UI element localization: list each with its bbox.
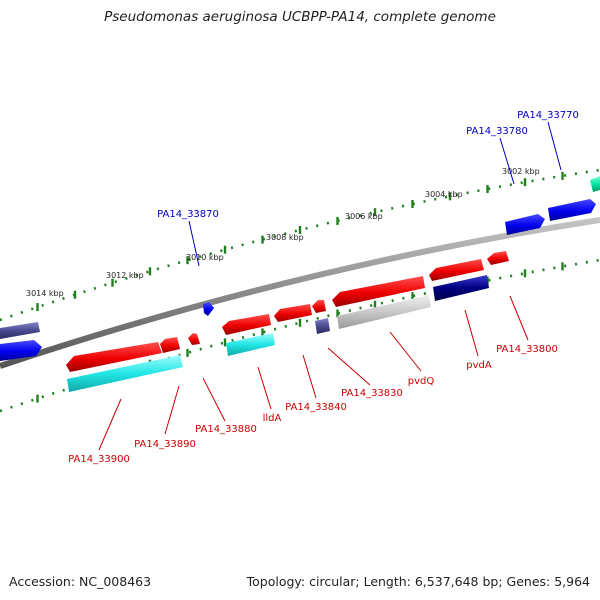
reverse-strand-genes <box>66 251 509 392</box>
gene-label: pvdQ <box>408 376 435 387</box>
gene-label: PA14_33840 <box>285 402 347 413</box>
label-leader <box>98 398 122 451</box>
label-leader <box>188 220 200 267</box>
gene-arrow[interactable] <box>429 259 484 281</box>
kbp-label: 3002 kbp <box>502 167 540 176</box>
kbp-label: 3006 kbp <box>345 212 383 221</box>
gene-label: pvdA <box>466 360 492 371</box>
gene-arrow[interactable] <box>548 199 596 221</box>
accession-text: Accession: NC_008463 <box>9 574 152 589</box>
upper-tick-row <box>0 168 600 322</box>
label-leader <box>499 137 515 185</box>
gene-label: PA14_33870 <box>157 209 219 220</box>
genome-backbone <box>0 217 600 369</box>
gene-arrow[interactable] <box>590 176 600 192</box>
gene-arrow[interactable] <box>67 355 183 392</box>
gene-label: PA14_33770 <box>517 110 579 121</box>
label-leader <box>327 347 371 386</box>
gene-arrow[interactable] <box>0 340 42 361</box>
kbp-label: 3012 kbp <box>106 271 144 280</box>
gene-arrow[interactable] <box>160 337 180 353</box>
label-leader <box>164 385 180 435</box>
label-leader <box>509 295 529 341</box>
label-leader <box>547 121 562 171</box>
gene-arrow[interactable] <box>315 318 330 334</box>
gene-arrow[interactable] <box>433 275 489 301</box>
label-leader <box>302 354 317 399</box>
gene-arrow[interactable] <box>332 276 425 307</box>
gene-arrow[interactable] <box>312 300 326 313</box>
gene-arrow[interactable] <box>274 304 312 322</box>
map-title: Pseudomonas aeruginosa UCBPP-PA14, compl… <box>104 9 496 25</box>
gene-label: PA14_33880 <box>195 424 257 435</box>
gene-label: PA14_33780 <box>466 126 528 137</box>
gene-arrow[interactable] <box>222 314 271 335</box>
label-leader <box>389 331 422 372</box>
gene-label: PA14_33800 <box>496 344 558 355</box>
forward-strand-genes <box>0 176 600 361</box>
topology-text: Topology: circular; Length: 6,537,648 bp… <box>246 574 590 589</box>
kbp-label: 3014 kbp <box>26 289 64 298</box>
gene-label: lldA <box>263 413 282 424</box>
gene-arrow[interactable] <box>487 251 509 265</box>
gene-label: PA14_33900 <box>68 454 130 465</box>
gene-arrow[interactable] <box>337 295 431 329</box>
label-leader <box>257 366 272 410</box>
kbp-label: 3010 kbp <box>186 253 224 262</box>
label-leader <box>202 377 226 422</box>
kbp-label: 3008 kbp <box>266 233 304 242</box>
gene-arrow[interactable] <box>188 333 200 345</box>
gene-arrow[interactable] <box>226 333 275 356</box>
kbp-label: 3004 kbp <box>425 190 463 199</box>
gene-arrow[interactable] <box>0 322 40 339</box>
gene-label: PA14_33890 <box>134 439 196 450</box>
label-leader <box>464 309 479 357</box>
gene-label: PA14_33830 <box>341 388 403 399</box>
gene-arrow[interactable] <box>505 214 545 235</box>
gene-arrow[interactable] <box>66 342 162 372</box>
gene-arrow[interactable] <box>203 302 214 316</box>
